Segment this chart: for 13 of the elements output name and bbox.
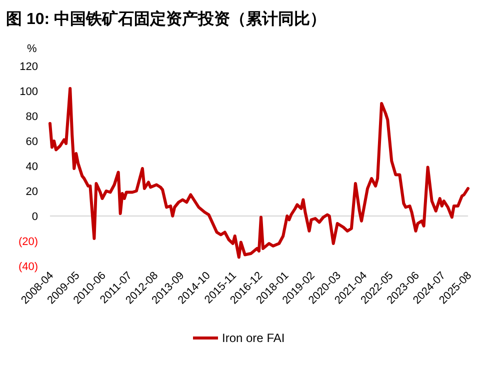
y-tick-label: 120 [20,61,38,73]
y-tick-label: 0 [32,211,38,223]
y-tick-label: 40 [26,161,38,173]
legend-label: Iron ore FAI [222,331,285,345]
y-tick-label: 80 [26,111,38,123]
y-tick-label: 20 [26,186,38,198]
y-tick-label: (40) [18,261,38,273]
y-axis-title: % [27,43,37,55]
y-tick-label: 100 [20,86,38,98]
y-tick-label: (20) [18,236,38,248]
y-tick-label: 60 [26,136,38,148]
line-series [48,87,470,259]
chart-title: 图 10: 中国铁矿石固定资产投资（累计同比） [6,10,326,28]
